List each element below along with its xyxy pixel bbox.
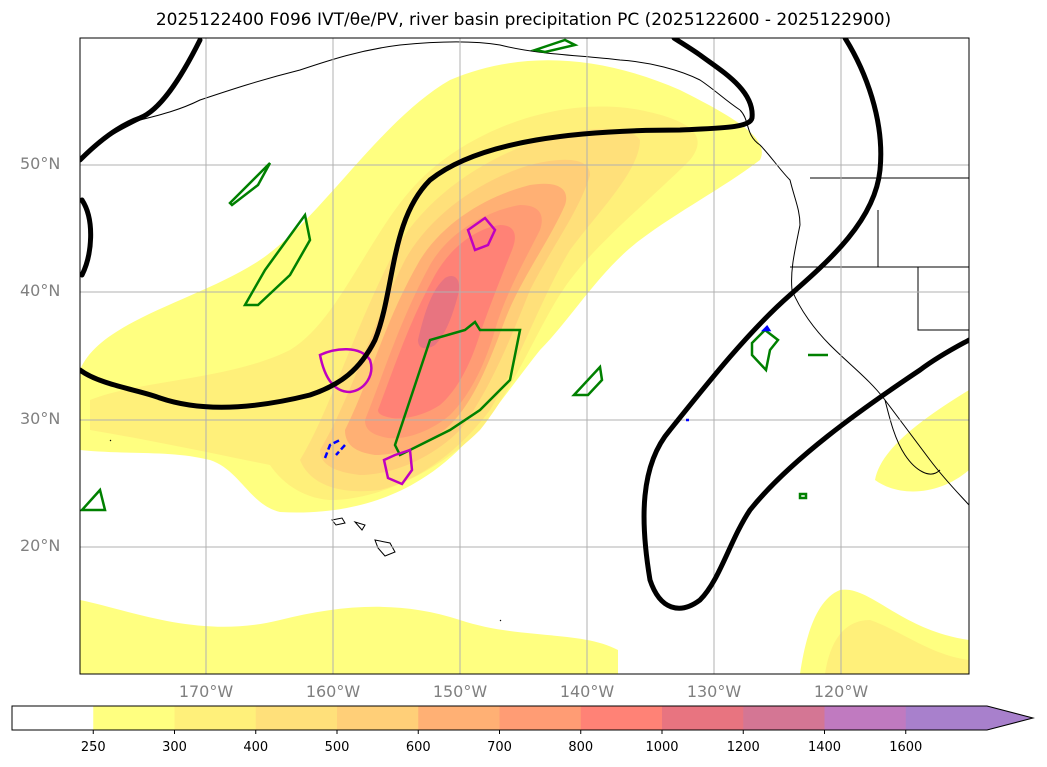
hawaii-1 (331, 517, 346, 526)
blue-contour-2 (760, 325, 772, 332)
state-border-3 (917, 267, 969, 331)
colorbar-extend-arrow (987, 706, 1033, 730)
theta-e-contour-west (80, 197, 94, 278)
lon-label-120w: 120°W (813, 682, 869, 701)
pv-contour-7 (530, 38, 579, 54)
theta-e-contour-east (641, 38, 969, 611)
pv-contour-6 (80, 487, 107, 512)
lat-label-20n: 20°N (20, 536, 61, 555)
canada-coastline (739, 109, 801, 226)
colorbar-swatch (499, 706, 582, 730)
island-chain (109, 439, 502, 622)
lon-label-140w: 140°W (559, 682, 615, 701)
gridlines (80, 38, 969, 674)
colorbar-tick-label: 1200 (726, 740, 760, 755)
colorbar-outline (11, 705, 1035, 731)
us-west-coastline (791, 224, 969, 506)
lon-label-170w: 170°W (178, 682, 234, 701)
pv-contour-3 (393, 320, 522, 457)
theta-e-contours (80, 38, 969, 611)
map-frame (79, 37, 970, 675)
colorbar-tick-label: 300 (162, 740, 187, 755)
magenta-contour-3 (382, 448, 414, 486)
ivt-band-1000 (418, 275, 460, 349)
colorbar-tick-label: 1600 (889, 740, 923, 755)
baja-coastline (884, 399, 941, 475)
pv-contour-9 (798, 492, 808, 500)
pv-contour-2 (242, 211, 312, 307)
ivt-band-250-south (80, 600, 618, 674)
ivt-band-250-baja (875, 390, 969, 492)
colorbar-swatch (824, 706, 907, 730)
colorbar-swatch (255, 706, 338, 730)
map-title: 2025122400 F096 IVT/θe/PV, river basin p… (155, 10, 892, 30)
alaska-coastline (80, 41, 741, 161)
colorbar-swatch (337, 706, 419, 730)
ivt-band-300-se (825, 620, 969, 674)
magenta-contours (318, 216, 497, 486)
pv-contour-4 (571, 364, 604, 397)
colorbar-swatch (743, 706, 825, 730)
lon-label-130w: 130°W (686, 682, 742, 701)
colorbar-swatch (174, 706, 257, 730)
colorbar-swatch (662, 706, 744, 730)
colorbar-swatch (12, 706, 94, 730)
lat-label-40n: 40°N (20, 281, 61, 300)
blue-contours (323, 325, 772, 459)
theta-e-contour-main (80, 38, 755, 410)
magenta-contour-2 (466, 216, 497, 252)
colorbar-tick-label: 800 (568, 740, 594, 755)
blue-contour-1 (323, 438, 346, 459)
colorbar-tick-label: 1400 (807, 740, 842, 755)
pv-contour-1 (228, 162, 272, 207)
colorbar-swatch (905, 706, 988, 730)
colorbar-tick-label: 700 (487, 740, 512, 755)
colorbar-tick-label: 600 (405, 740, 431, 755)
lat-label-30n: 30°N (20, 409, 61, 428)
lat-label-50n: 50°N (20, 154, 61, 173)
colorbar-tick-label: 500 (324, 740, 350, 755)
colorbar-tick-label: 1000 (645, 740, 679, 755)
magenta-contour-1 (318, 348, 373, 394)
lon-label-150w: 150°W (432, 682, 488, 701)
hawaii-2 (353, 521, 366, 531)
colorbar-swatch (580, 706, 663, 730)
lon-label-160w: 160°W (305, 682, 361, 701)
colorbar-tick-label: 400 (243, 740, 269, 755)
colorbar-swatch (93, 706, 175, 730)
colorbar (12, 706, 1033, 734)
colorbar-swatch (418, 706, 500, 730)
theta-e-contour-north (80, 38, 203, 163)
colorbar-tick-label: 250 (80, 740, 106, 755)
ivt-filled-contours (80, 60, 969, 674)
